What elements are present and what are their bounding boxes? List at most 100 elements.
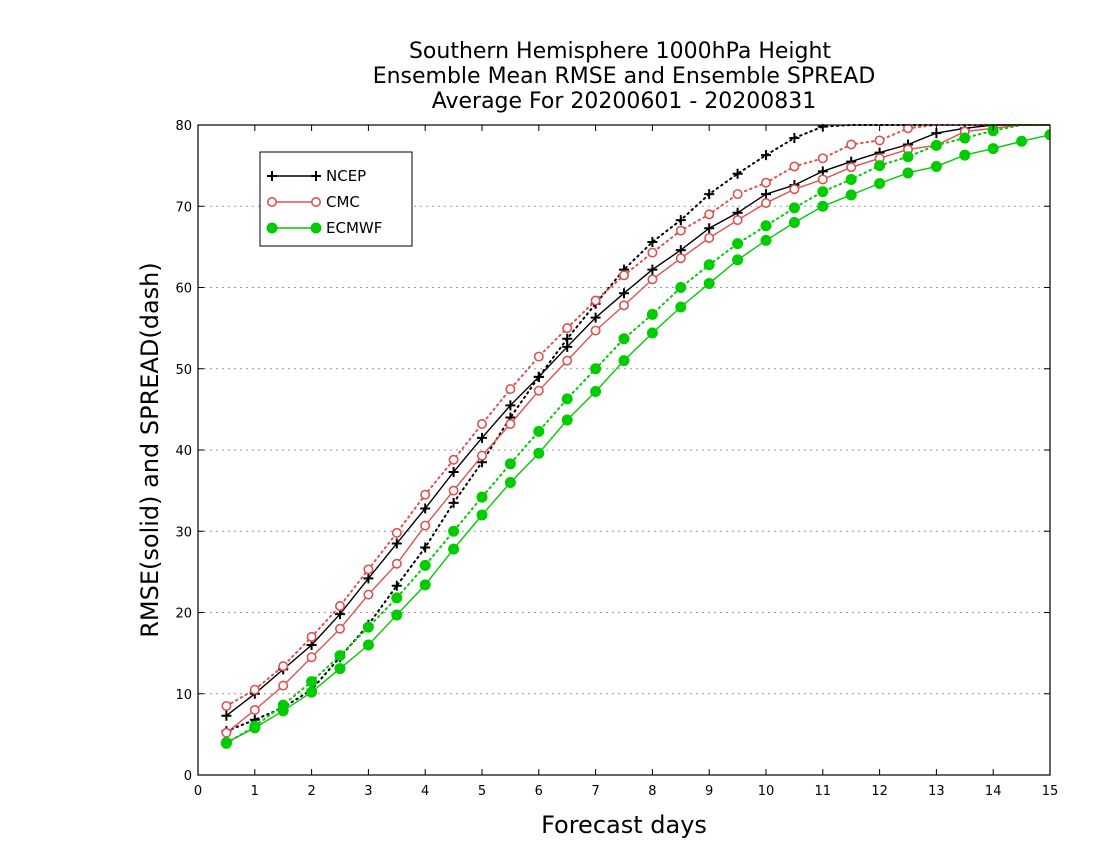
- legend-item-ecmwf: ECMWF: [266, 219, 382, 237]
- point-ecmwf-spread: [845, 173, 857, 185]
- point-ncep-spread: [420, 542, 431, 553]
- x-tick-label: 1: [251, 784, 259, 799]
- point-ecmwf-rmse: [306, 686, 318, 698]
- y-tick-label: 0: [184, 769, 192, 784]
- x-tick-label: 6: [535, 784, 543, 799]
- point-ncep-spread: [647, 237, 658, 247]
- legend-marker: [266, 197, 277, 208]
- point-cmc-spread: [817, 153, 828, 164]
- point-cmc-rmse: [846, 162, 857, 173]
- legend-box: [259, 151, 413, 247]
- series-line-ncep-spread: [225, 124, 1050, 733]
- point-cmc-spread: [505, 384, 516, 395]
- series-cmc-rmse: [221, 124, 1050, 738]
- point-ecmwf-spread: [817, 186, 829, 198]
- point-cmc-spread: [675, 225, 686, 236]
- legend-marker: [310, 222, 322, 234]
- point-ncep-spread: [448, 497, 459, 508]
- point-cmc-rmse: [505, 418, 516, 429]
- point-cmc-spread: [448, 454, 459, 465]
- legend-marker: [310, 197, 321, 208]
- point-ecmwf-rmse: [448, 543, 460, 555]
- point-ncep-rmse: [590, 312, 601, 323]
- x-tick-label: 9: [705, 784, 713, 799]
- point-ncep-rmse: [221, 710, 232, 721]
- legend-marker: [311, 171, 321, 181]
- point-ncep-rmse: [505, 400, 516, 411]
- point-ncep-spread: [562, 333, 573, 344]
- point-ecmwf-rmse: [618, 355, 630, 367]
- point-cmc-spread: [647, 247, 658, 258]
- point-cmc-spread: [903, 124, 913, 134]
- legend: NCEP CMC ECMWF: [259, 151, 413, 247]
- point-ecmwf-spread: [504, 458, 516, 470]
- point-ecmwf-rmse: [533, 447, 545, 459]
- point-cmc-rmse: [448, 485, 459, 496]
- point-ecmwf-rmse: [760, 234, 772, 246]
- point-cmc-rmse: [562, 355, 573, 366]
- point-ncep-spread: [391, 580, 402, 591]
- legend-label-ncep: NCEP: [326, 167, 366, 185]
- point-ecmwf-spread: [334, 650, 346, 662]
- point-cmc-spread: [533, 351, 544, 362]
- point-cmc-spread: [363, 564, 374, 575]
- point-cmc-rmse: [704, 232, 715, 243]
- point-ecmwf-rmse: [817, 200, 829, 212]
- point-cmc-spread: [476, 418, 487, 429]
- y-tick-label: 50: [175, 363, 192, 378]
- chart-title-line-1: Southern Hemisphere 1000hPa Height: [409, 39, 831, 64]
- point-ncep-rmse: [619, 288, 629, 299]
- y-tick-label: 60: [175, 282, 192, 297]
- point-ncep-rmse: [391, 538, 402, 549]
- point-cmc-spread: [249, 684, 260, 695]
- point-cmc-rmse: [732, 215, 743, 226]
- point-cmc-spread: [391, 527, 402, 538]
- x-tick-label: 0: [194, 784, 202, 799]
- x-tick-label: 3: [364, 784, 372, 799]
- point-cmc-rmse: [306, 652, 317, 663]
- point-ecmwf-rmse: [476, 509, 488, 521]
- legend-label-ecmwf: ECMWF: [326, 219, 382, 237]
- point-ecmwf-rmse: [732, 254, 744, 266]
- series-line-ncep-rmse: [225, 124, 1050, 717]
- point-ecmwf-spread: [249, 720, 261, 732]
- point-cmc-spread: [221, 700, 232, 711]
- point-ecmwf-spread: [930, 139, 942, 151]
- point-ncep-spread: [704, 189, 715, 200]
- point-cmc-spread: [789, 161, 800, 172]
- point-ecmwf-rmse: [391, 609, 403, 621]
- point-ncep-rmse: [647, 264, 658, 275]
- point-ecmwf-spread: [703, 259, 715, 271]
- x-tick-label: 12: [871, 784, 888, 799]
- point-ncep-spread: [675, 215, 686, 226]
- point-cmc-rmse: [817, 174, 828, 185]
- point-ncep-rmse: [420, 503, 431, 514]
- point-ncep-rmse: [448, 466, 459, 477]
- series-ecmwf-spread: [220, 124, 1050, 749]
- point-ecmwf-spread: [874, 160, 886, 172]
- axis-ticks: [197, 124, 1051, 776]
- point-ecmwf-spread: [448, 525, 460, 537]
- point-ecmwf-spread: [533, 425, 545, 437]
- x-axis-label: Forecast days: [541, 811, 707, 839]
- point-ecmwf-rmse: [902, 167, 914, 179]
- point-ecmwf-spread: [561, 393, 573, 405]
- point-cmc-rmse: [760, 198, 771, 209]
- point-cmc-spread: [760, 177, 771, 188]
- x-tick-label: 10: [758, 784, 775, 799]
- point-ncep-spread: [761, 150, 771, 161]
- point-ncep-spread: [732, 168, 743, 179]
- point-ecmwf-rmse: [590, 386, 602, 397]
- point-cmc-spread: [618, 270, 629, 281]
- series-layer: [220, 124, 1050, 749]
- point-ecmwf-spread: [277, 699, 289, 711]
- point-cmc-spread: [306, 631, 317, 642]
- legend-label-cmc: CMC: [326, 193, 360, 211]
- point-ecmwf-spread: [732, 238, 744, 250]
- point-ecmwf-rmse: [845, 189, 857, 201]
- y-tick-label: 40: [175, 444, 192, 459]
- x-tick-label: 8: [648, 784, 656, 799]
- point-ecmwf-rmse: [561, 414, 573, 426]
- point-ecmwf-rmse: [362, 639, 374, 651]
